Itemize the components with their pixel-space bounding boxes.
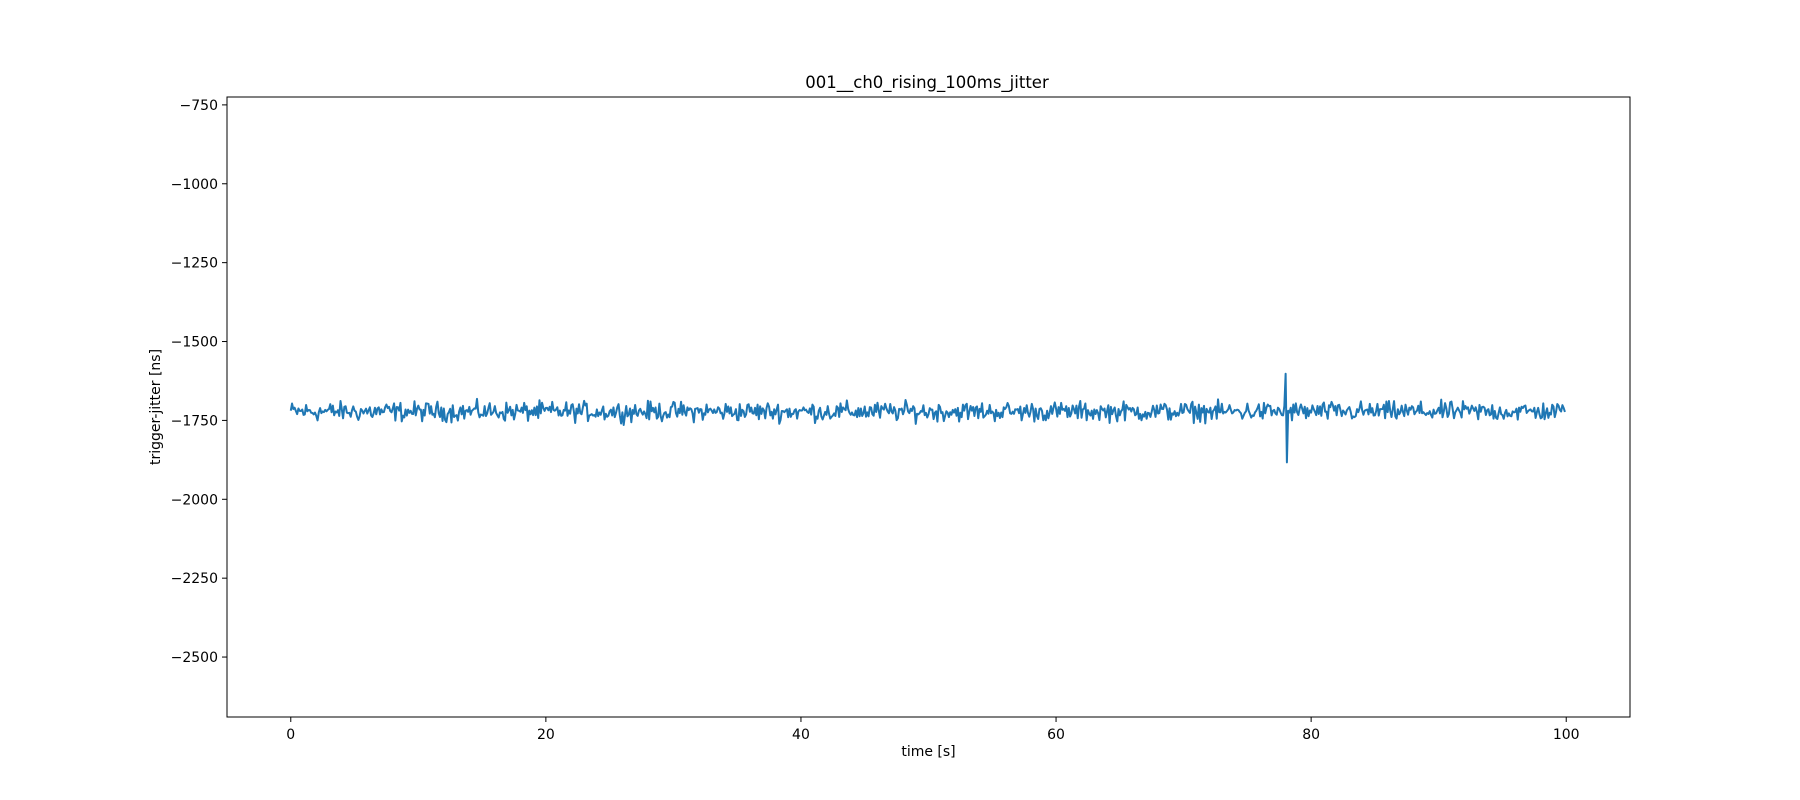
x-tick-label: 40 — [792, 727, 810, 743]
y-tick-label: −1250 — [171, 256, 218, 272]
x-axis: 0 20 40 60 80 100 — [286, 717, 1580, 743]
x-tick-label: 60 — [1047, 727, 1065, 743]
x-tick-label: 20 — [537, 727, 555, 743]
x-axis-label: time [s] — [901, 744, 955, 760]
y-tick-label: −750 — [180, 98, 218, 114]
y-tick-label: −2250 — [171, 571, 218, 587]
y-axis: −750 −1000 −1250 −1500 −1750 −2000 −2250 −2500 — [171, 98, 227, 666]
y-tick-label: −1000 — [171, 177, 218, 193]
x-tick-label: 0 — [286, 727, 295, 743]
jitter-series-line — [289, 372, 1566, 464]
y-tick-label: −2500 — [171, 650, 218, 666]
y-tick-label: −1750 — [171, 413, 218, 429]
y-tick-label: −2000 — [171, 492, 218, 508]
x-tick-label: 100 — [1553, 727, 1580, 743]
x-tick-label: 80 — [1302, 727, 1320, 743]
plot-area-frame — [226, 96, 1631, 718]
y-tick-label: −1500 — [171, 335, 218, 351]
y-axis-label: trigger-jitter [ns] — [148, 349, 164, 465]
chart-title: 001__ch0_rising_100ms_jitter — [805, 73, 1049, 93]
